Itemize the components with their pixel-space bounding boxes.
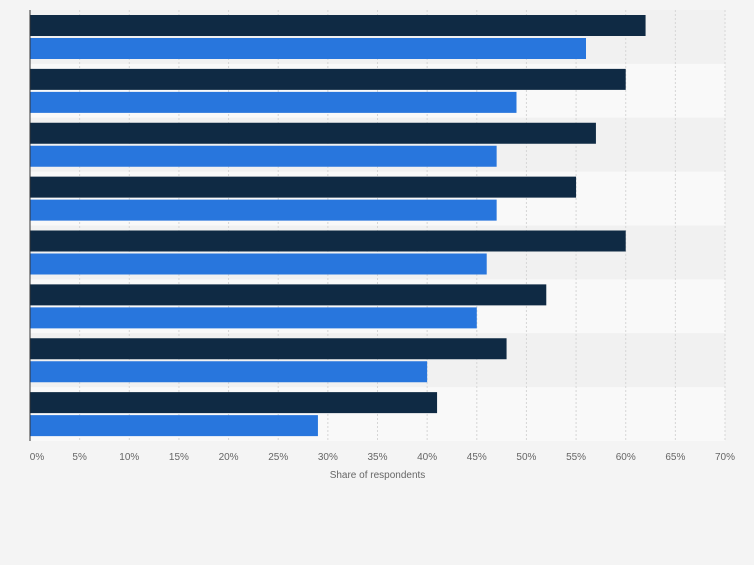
x-tick-label: 60%: [616, 452, 636, 463]
bar: [30, 338, 507, 360]
x-tick-label: 55%: [566, 452, 586, 463]
bar: [30, 122, 596, 144]
bar: [30, 307, 477, 329]
bar: [30, 199, 497, 221]
bar: [30, 176, 577, 198]
x-tick-label: 30%: [318, 452, 338, 463]
x-tick-label: 10%: [119, 452, 139, 463]
x-tick-label: 50%: [516, 452, 536, 463]
x-tick-label: 15%: [169, 452, 189, 463]
bar: [30, 361, 428, 383]
x-tick-label: 35%: [367, 452, 387, 463]
x-tick-label: 65%: [665, 452, 685, 463]
bar: [30, 91, 517, 113]
bar: [30, 38, 586, 59]
x-tick-label: 25%: [268, 452, 288, 463]
x-tick-label: 20%: [219, 452, 239, 463]
x-tick-label: 45%: [467, 452, 487, 463]
x-axis-label: Share of respondents: [330, 470, 426, 481]
bar: [30, 415, 318, 437]
x-tick-label: 40%: [417, 452, 437, 463]
x-tick-label: 0%: [30, 452, 45, 463]
bar: [30, 145, 497, 167]
x-tick-label: 70%: [715, 452, 735, 463]
bar: [30, 230, 626, 252]
bar: [30, 15, 646, 36]
bar: [30, 253, 487, 275]
x-tick-label: 5%: [72, 452, 87, 463]
bar: [30, 284, 547, 306]
bar: [30, 392, 438, 414]
bar: [30, 68, 626, 90]
